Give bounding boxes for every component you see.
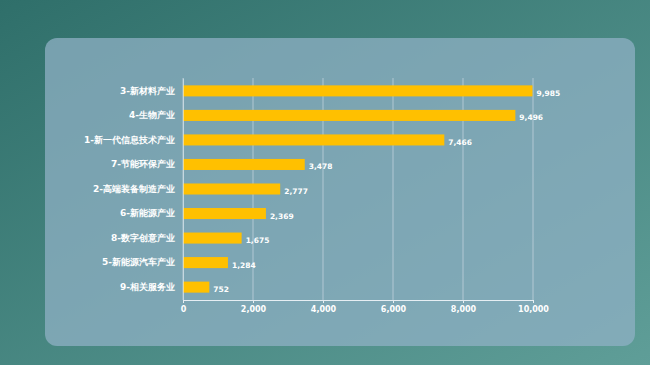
category-label: 9-相关服务业 <box>120 282 175 292</box>
grid-line <box>183 78 184 300</box>
bar <box>183 85 532 96</box>
data-label: 1,284 <box>232 261 256 270</box>
data-label: 2,777 <box>284 187 308 196</box>
data-label: 2,369 <box>270 212 294 221</box>
tick: 4,000 <box>311 300 337 314</box>
bar <box>183 110 515 121</box>
bar <box>183 183 280 194</box>
tick: 9-相关服务业 <box>120 282 183 292</box>
axis-line <box>183 79 184 301</box>
category-label: 7-节能环保产业 <box>111 159 175 169</box>
tick: 8,000 <box>451 300 477 314</box>
tick: 3-新材料产业 <box>120 86 183 96</box>
category-label: 3-新材料产业 <box>120 86 175 96</box>
tick: 6,000 <box>381 300 407 314</box>
y-axis: 3-新材料产业 4-生物产业 1-新一代信息技术产业 7-节能环保产业 2-高端装备制造… <box>84 79 184 301</box>
tick: 6-新能源产业 <box>120 208 183 218</box>
tick-mark <box>533 300 534 303</box>
bar <box>183 233 242 244</box>
tick-label: 4,000 <box>311 305 337 314</box>
data-label: 7,466 <box>448 138 472 147</box>
tick: 2,000 <box>241 300 267 314</box>
tick-mark <box>463 300 464 303</box>
data-label: 9,496 <box>519 113 543 122</box>
x-axis: 0 2,000 4,000 6,000 8,000 10,000 <box>181 300 550 314</box>
tick: 0 <box>181 300 187 314</box>
axis-line <box>184 301 534 304</box>
tick: 7-节能环保产业 <box>111 159 183 169</box>
data-labels: 9,985 9,496 7,466 3,478 2,777 2,369 1,675 1,284… <box>213 89 560 294</box>
chart: 0 2,000 4,000 6,000 8,000 10,000 3-新材料产业 4-生物产业… <box>0 0 650 365</box>
tick-label: 10,000 <box>518 305 549 314</box>
data-label: 752 <box>213 285 229 294</box>
tick: 8-数字创意产业 <box>111 233 183 243</box>
bars <box>183 85 532 292</box>
tick-mark <box>393 300 394 303</box>
category-label: 6-新能源产业 <box>120 208 175 218</box>
tick-label: 8,000 <box>451 305 477 314</box>
tick: 10,000 <box>518 300 549 314</box>
bar <box>183 282 209 293</box>
data-label: 9,985 <box>536 89 560 98</box>
tick: 4-生物产业 <box>129 110 183 120</box>
background <box>0 0 650 365</box>
bar <box>183 159 305 170</box>
grid-line <box>533 78 534 300</box>
tick: 2-高端装备制造产业 <box>93 184 183 194</box>
data-label: 3,478 <box>309 162 333 171</box>
bar <box>183 208 266 219</box>
category-label: 4-生物产业 <box>129 110 175 120</box>
bar <box>183 257 228 268</box>
tick: 1-新一代信息技术产业 <box>84 135 183 145</box>
tick-label: 6,000 <box>381 305 407 314</box>
tick-mark <box>253 300 254 303</box>
category-label: 5-新能源汽车产业 <box>102 257 175 267</box>
tick-label: 0 <box>181 305 187 314</box>
bar <box>183 134 444 145</box>
tick-mark <box>323 300 324 303</box>
category-label: 2-高端装备制造产业 <box>93 184 175 194</box>
panel <box>45 38 635 346</box>
tick-label: 2,000 <box>241 305 267 314</box>
category-label: 1-新一代信息技术产业 <box>84 135 175 145</box>
grid <box>183 78 533 300</box>
category-label: 8-数字创意产业 <box>111 233 175 243</box>
plot: 0 2,000 4,000 6,000 8,000 10,000 3-新材料产业 4-生物产业… <box>84 78 560 314</box>
data-label: 1,675 <box>246 236 270 245</box>
tick: 5-新能源汽车产业 <box>102 257 183 267</box>
